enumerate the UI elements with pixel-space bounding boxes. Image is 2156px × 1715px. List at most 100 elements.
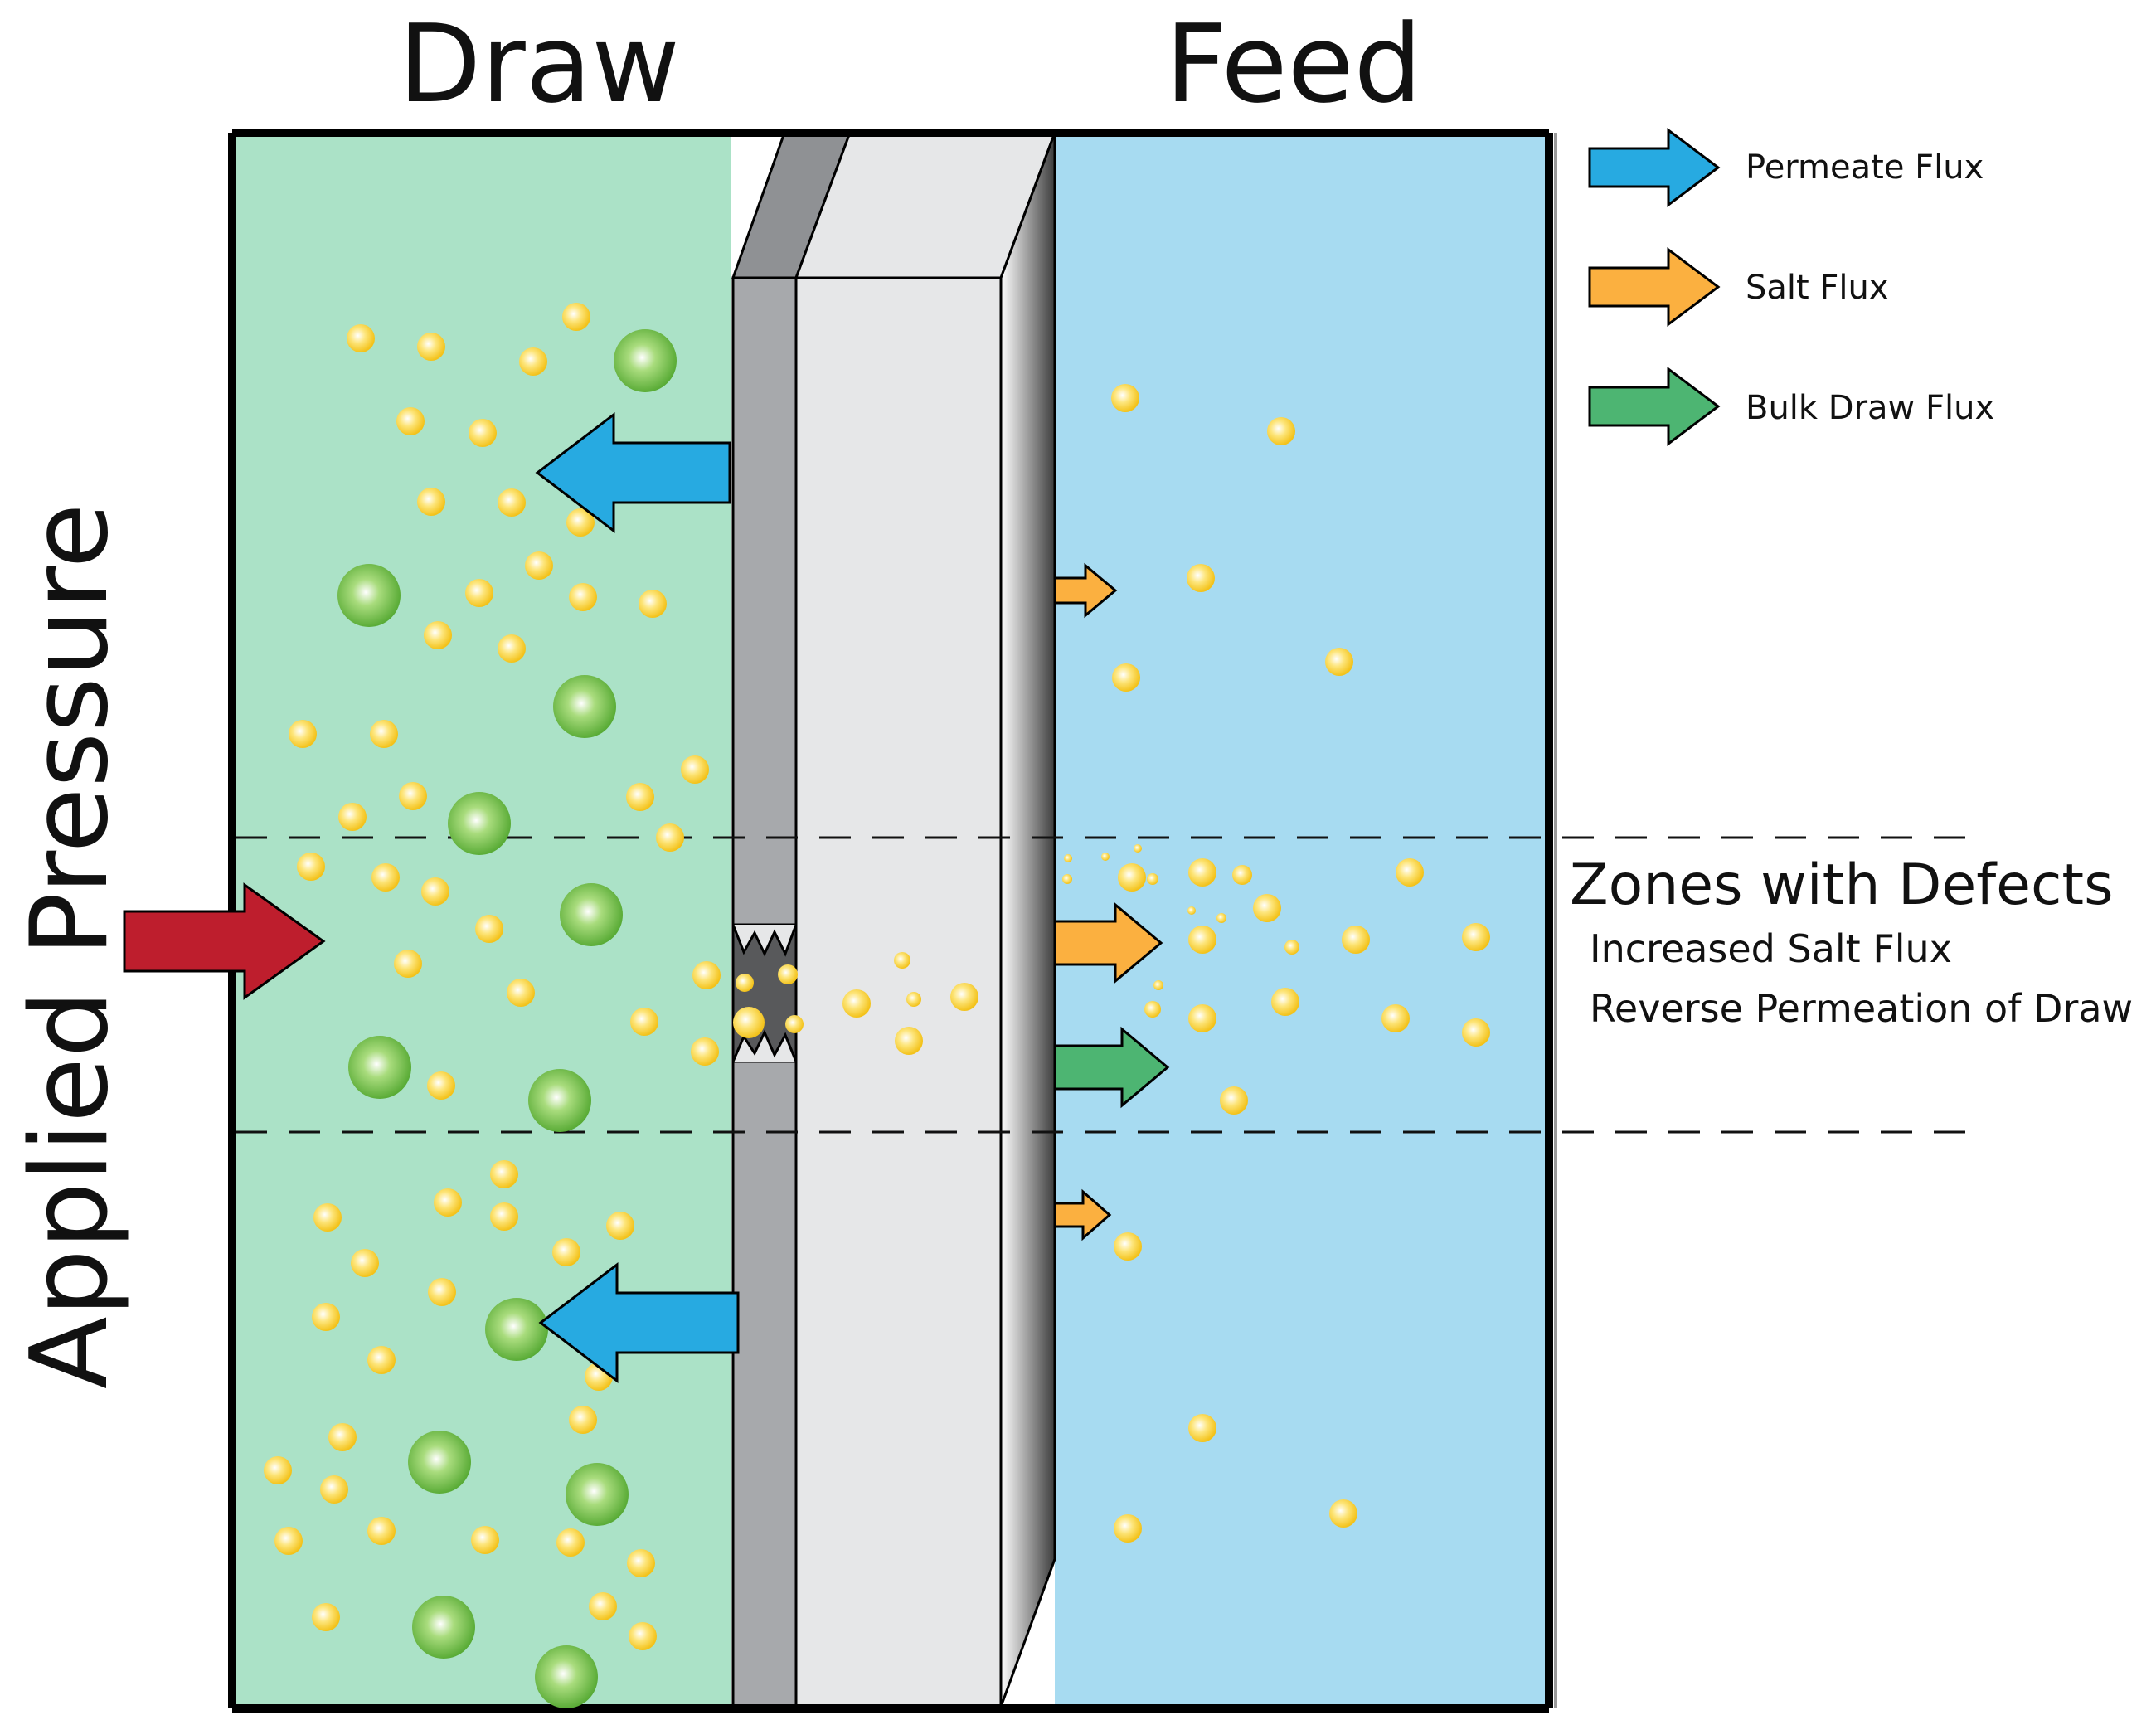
salt-particle-small: [1284, 940, 1299, 955]
salt-particle: [692, 961, 721, 989]
salt-particle: [569, 583, 597, 611]
salt-particle: [417, 488, 445, 516]
salt-particle: [691, 1037, 719, 1066]
salt-particle: [1381, 1004, 1410, 1032]
salt-particle: [297, 853, 325, 881]
legend-salt-flux: Salt Flux: [1588, 247, 1889, 327]
salt-particle: [1329, 1499, 1357, 1528]
salt-particle: [421, 877, 449, 906]
membrane: [731, 131, 1057, 1708]
salt-particle: [351, 1249, 379, 1277]
feed-heading: Feed: [1165, 1, 1422, 127]
salt-particle: [428, 1278, 456, 1306]
salt-particle: [498, 634, 526, 663]
draw-solute-particle: [412, 1596, 475, 1659]
salt-particle: [475, 915, 503, 943]
salt-particle: [1188, 1004, 1216, 1032]
salt-particle: [396, 407, 425, 435]
salt-particle: [566, 508, 595, 537]
salt-particle: [424, 621, 452, 649]
salt-particle: [417, 333, 445, 361]
salt-particle-small: [736, 974, 754, 992]
draw-solute-particle: [485, 1298, 548, 1361]
salt-particle: [1396, 858, 1424, 887]
salt-particle: [1271, 988, 1299, 1016]
defect-zone-line-reverse: Reverse Permeation of Draw: [1590, 986, 2133, 1031]
salt-particle: [289, 720, 317, 748]
salt-particle: [498, 488, 526, 517]
salt-particle: [328, 1423, 357, 1451]
permeate-flux-arrow-upper: [535, 411, 731, 534]
applied-pressure-label: Applied Pressure: [8, 503, 132, 1389]
salt-particle: [1462, 1018, 1490, 1047]
salt-particle: [1187, 564, 1215, 592]
salt-particle: [569, 1406, 597, 1434]
draw-solute-particle: [535, 1645, 598, 1708]
salt-particle: [371, 863, 400, 892]
salt-flux-arrow-defect: [1053, 901, 1163, 984]
salt-particle-small: [1187, 906, 1196, 915]
draw-solute-particle: [337, 564, 401, 627]
salt-particle: [556, 1528, 585, 1557]
salt-particle: [629, 1622, 657, 1650]
salt-particle: [471, 1526, 499, 1554]
legend: Permeate Flux Salt Flux Bulk Draw Flux: [1588, 128, 1994, 446]
salt-particle: [895, 1027, 923, 1055]
salt-particle: [1267, 417, 1295, 445]
salt-particle: [630, 1008, 658, 1036]
salt-particle: [589, 1592, 617, 1620]
salt-particle: [656, 823, 684, 852]
draw-solute-particle: [408, 1431, 471, 1494]
salt-particle: [681, 755, 709, 784]
salt-particle: [1325, 648, 1353, 676]
legend-permeate-flux: Permeate Flux: [1588, 128, 1984, 207]
salt-particle-small: [1064, 854, 1072, 862]
salt-particle: [338, 803, 367, 831]
salt-particle: [394, 950, 422, 978]
salt-particle: [320, 1475, 348, 1504]
salt-particle: [626, 783, 654, 811]
flux-arrows: [123, 411, 1170, 1384]
salt-particle: [606, 1212, 634, 1240]
salt-particle-small: [1153, 980, 1163, 990]
defect-jagged-top: [731, 924, 798, 957]
salt-particle: [1112, 663, 1140, 692]
salt-particle: [347, 324, 375, 352]
salt-particle: [950, 983, 978, 1011]
salt-particle: [469, 419, 497, 447]
draw-solute-particle: [448, 792, 511, 855]
salt-particle-small: [785, 1015, 804, 1033]
draw-heading: Draw: [398, 1, 680, 127]
salt-particle-small: [906, 992, 921, 1007]
salt-particle: [1111, 384, 1139, 412]
legend-bulk-draw-arrow: [1588, 367, 1721, 446]
salt-particle-small: [1062, 874, 1072, 884]
defect-zone-line-salt: Increased Salt Flux: [1590, 926, 1952, 971]
legend-permeate-label: Permeate Flux: [1746, 148, 1984, 187]
salt-particle: [1188, 858, 1216, 887]
draw-solute-particle: [614, 329, 677, 392]
salt-particle: [842, 989, 871, 1018]
salt-particle: [1342, 926, 1370, 954]
draw-solute-particle: [553, 675, 616, 738]
salt-particle: [370, 720, 398, 748]
salt-particle: [367, 1517, 396, 1545]
salt-particle: [525, 551, 553, 580]
applied-pressure-arrow: [123, 882, 326, 1000]
salt-particle: [434, 1188, 462, 1217]
legend-permeate-arrow: [1588, 128, 1721, 207]
salt-particle: [507, 979, 535, 1007]
salt-particle: [427, 1071, 455, 1100]
salt-particle: [1188, 1414, 1216, 1442]
salt-particle: [1220, 1086, 1248, 1115]
defect-zone-annotation: Zones with Defects Increased Salt Flux R…: [1570, 853, 2133, 1031]
salt-particle: [1118, 863, 1146, 892]
salt-particle-small: [1134, 844, 1142, 853]
salt-particle-small: [778, 964, 798, 984]
salt-particle: [519, 347, 547, 376]
salt-particle: [1188, 926, 1216, 954]
salt-particle: [490, 1202, 518, 1231]
salt-particle: [264, 1456, 292, 1484]
salt-particle: [313, 1203, 342, 1232]
draw-solute-particle: [560, 883, 623, 946]
